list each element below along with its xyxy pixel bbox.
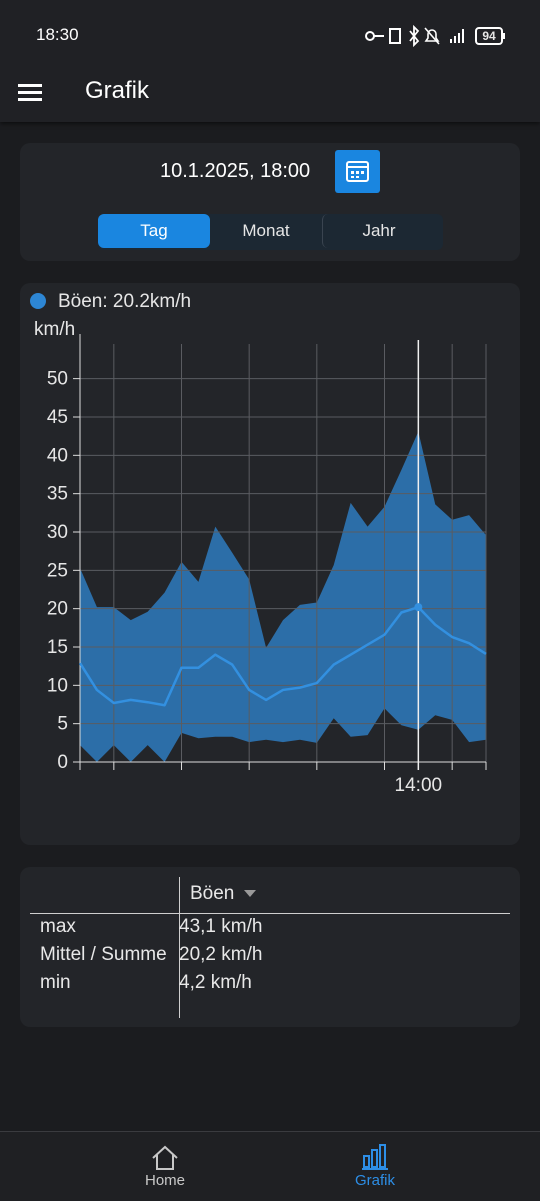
y-tick-label: 5 bbox=[57, 714, 68, 735]
y-tick-label: 10 bbox=[47, 675, 68, 696]
y-tick-label: 45 bbox=[47, 407, 68, 428]
chart: Böen: 20.2km/h km/h 0 5 10 15 20 25 30 35 40 45 50… bbox=[20, 283, 520, 845]
tab-bar: Tag Monat Jahr bbox=[98, 214, 443, 250]
table-card bbox=[20, 867, 520, 1027]
stat-label: max bbox=[40, 916, 76, 937]
home-icon[interactable] bbox=[151, 1145, 179, 1171]
tab[interactable]: Tag bbox=[98, 214, 210, 248]
y-tick-label: 15 bbox=[47, 637, 68, 658]
stat-value: 4,2 km/h bbox=[179, 972, 252, 993]
y-tick-label: 35 bbox=[47, 484, 68, 505]
grafik-icon[interactable] bbox=[361, 1143, 389, 1171]
legend-dot bbox=[30, 293, 46, 309]
legend-label[interactable]: Böen: 20.2km/h bbox=[58, 291, 191, 312]
y-tick-label: 50 bbox=[47, 369, 68, 390]
max-area bbox=[80, 431, 486, 762]
y-tick-label: 0 bbox=[57, 752, 68, 773]
x-tick-label: 14:00 bbox=[395, 775, 443, 796]
header-divider bbox=[30, 913, 510, 914]
stat-value: 43,1 km/h bbox=[179, 916, 263, 937]
nav-label[interactable]: Home bbox=[144, 1172, 185, 1189]
tab[interactable]: Jahr bbox=[322, 214, 435, 248]
app-bar bbox=[0, 0, 540, 122]
y-tick-label: 30 bbox=[47, 522, 68, 543]
y-tick-label: 20 bbox=[47, 599, 68, 620]
cursor-point bbox=[414, 603, 423, 612]
status-icons: 94 bbox=[365, 24, 505, 48]
app-title: Grafik bbox=[85, 77, 150, 104]
y-tick-label: 25 bbox=[47, 560, 68, 581]
menu-button[interactable] bbox=[18, 82, 44, 104]
bottom-nav bbox=[0, 1131, 540, 1201]
column-divider bbox=[179, 877, 180, 1018]
tab[interactable]: Monat bbox=[242, 221, 290, 240]
stat-value: 20,2 km/h bbox=[179, 944, 263, 965]
table-row: max 43,1 km/h bbox=[40, 917, 262, 945]
header-text: Böen bbox=[190, 883, 235, 904]
table-row: Mittel / Summe 20,2 km/h bbox=[40, 945, 262, 973]
sort-arrow bbox=[243, 890, 256, 898]
y-tick-label: 40 bbox=[47, 445, 68, 466]
stats-table: max 43,1 km/h Mittel / Summe 20,2 km/h min 4,… bbox=[40, 917, 262, 1001]
battery-level: 94 bbox=[482, 29, 496, 43]
stat-label: Mittel / Summe bbox=[40, 944, 167, 965]
date-text[interactable]: 10.1.2025, 18:00 bbox=[160, 160, 311, 182]
stat-label: min bbox=[40, 972, 71, 993]
table-header[interactable]: Böen bbox=[190, 883, 256, 905]
table-row: min 4,2 km/h bbox=[40, 973, 262, 1001]
y-axis-label: km/h bbox=[34, 319, 75, 340]
nav-label[interactable]: Grafik bbox=[354, 1172, 395, 1189]
calendar-button[interactable] bbox=[335, 150, 380, 193]
status-time: 18:30 bbox=[36, 25, 79, 44]
